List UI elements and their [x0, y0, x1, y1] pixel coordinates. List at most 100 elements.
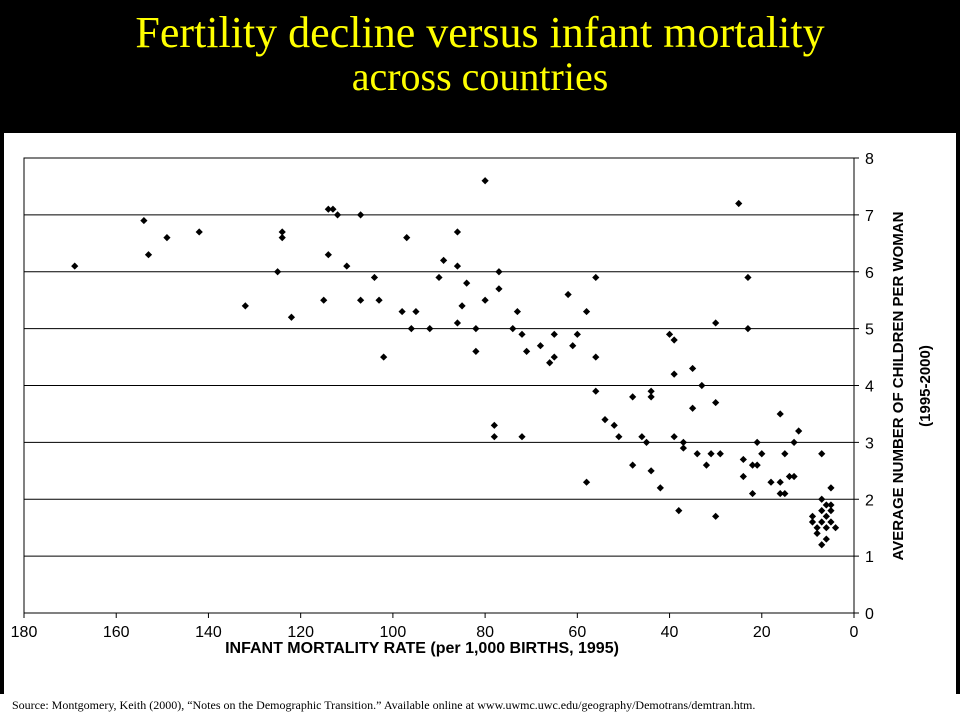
- data-point: [380, 353, 388, 361]
- data-point: [582, 307, 591, 316]
- data-point: [453, 228, 462, 236]
- data-point: [822, 524, 830, 532]
- x-tick-label: 80: [476, 624, 494, 641]
- data-point: [818, 518, 826, 526]
- data-point: [601, 416, 609, 424]
- data-point: [818, 450, 826, 458]
- y-tick-label: 3: [865, 435, 874, 452]
- data-point: [274, 268, 282, 276]
- data-point: [592, 273, 600, 282]
- source-citation: Source: Montgomery, Keith (2000), “Notes…: [12, 698, 756, 712]
- data-point: [370, 273, 379, 282]
- data-point: [495, 285, 503, 293]
- data-point: [140, 216, 148, 225]
- x-tick-label: 60: [568, 624, 586, 641]
- data-point: [440, 256, 448, 264]
- data-point: [813, 529, 821, 537]
- data-point: [278, 228, 286, 236]
- data-point: [707, 450, 715, 458]
- data-point: [693, 450, 701, 458]
- data-point: [513, 307, 521, 316]
- y-tick-label: 2: [865, 492, 874, 509]
- data-point: [748, 461, 757, 469]
- data-point: [781, 450, 789, 458]
- data-point: [144, 251, 153, 259]
- data-point: [324, 251, 332, 259]
- data-point: [407, 325, 415, 333]
- gridlines: [23, 157, 859, 618]
- data-point: [546, 359, 554, 367]
- data-point: [822, 512, 830, 520]
- data-point: [827, 507, 835, 515]
- data-point: [403, 234, 411, 242]
- data-point: [712, 319, 720, 327]
- data-point: [776, 410, 784, 418]
- data-point: [329, 205, 337, 213]
- data-point: [195, 228, 203, 236]
- data-point: [481, 177, 489, 185]
- data-point: [818, 495, 826, 503]
- data-point: [827, 501, 835, 509]
- data-point: [698, 381, 706, 390]
- data-point: [813, 524, 821, 532]
- data-point: [320, 296, 328, 304]
- data-point: [744, 273, 752, 282]
- data-point: [573, 330, 581, 338]
- data-point: [790, 438, 798, 446]
- data-point: [241, 302, 249, 310]
- y-tick-label: 7: [865, 208, 874, 225]
- y-tick-label: 8: [865, 151, 874, 168]
- data-point: [324, 205, 332, 213]
- source-bar: Source: Montgomery, Keith (2000), “Notes…: [0, 694, 960, 720]
- data-point: [818, 507, 826, 515]
- scatter-chart: 0 1 2 3 4 5 6 7 8 180 160 140 120 100 80 60 40 20 0 INFAN…: [11, 151, 934, 657]
- data-point: [702, 461, 711, 469]
- data-point: [71, 262, 79, 270]
- data-point: [582, 478, 591, 486]
- y-axis-label: AVERAGE NUMBER OF CHILDREN PER WOMAN: [890, 212, 907, 561]
- x-tick-label: 40: [661, 624, 679, 641]
- data-point: [670, 433, 678, 441]
- y-tick-labels: 0 1 2 3 4 5 6 7 8: [865, 151, 874, 623]
- data-point: [629, 461, 637, 469]
- y-tick-label: 4: [865, 379, 874, 396]
- y-tick-label: 0: [865, 606, 874, 623]
- data-points: [71, 177, 840, 549]
- data-point: [712, 398, 720, 407]
- data-point: [735, 199, 743, 208]
- data-point: [679, 438, 687, 446]
- data-point: [495, 268, 503, 276]
- x-tick-label: 20: [753, 624, 771, 641]
- data-point: [716, 450, 724, 458]
- data-point: [822, 535, 830, 543]
- x-tick-label: 160: [103, 624, 130, 641]
- data-point: [753, 461, 761, 469]
- data-point: [278, 234, 286, 242]
- data-point: [827, 484, 835, 492]
- data-point: [822, 501, 830, 509]
- data-point: [490, 421, 498, 429]
- data-point: [472, 347, 480, 355]
- data-point: [679, 444, 687, 452]
- data-point: [536, 342, 545, 350]
- data-point: [675, 507, 683, 515]
- data-point: [638, 433, 646, 441]
- data-point: [758, 450, 766, 458]
- data-point: [808, 512, 817, 520]
- data-point: [592, 387, 600, 395]
- y-axis-sublabel: (1995-2000): [917, 345, 934, 427]
- data-point: [453, 319, 462, 327]
- data-point: [776, 489, 784, 498]
- data-point: [163, 234, 171, 242]
- data-point: [569, 342, 577, 350]
- data-point: [518, 433, 526, 441]
- data-point: [767, 478, 775, 486]
- x-axis-label: INFANT MORTALITY RATE (per 1,000 BIRTHS,…: [225, 640, 619, 657]
- data-point: [808, 518, 817, 526]
- data-point: [458, 302, 466, 310]
- data-point: [739, 455, 747, 464]
- data-point: [518, 330, 526, 338]
- data-point: [564, 290, 572, 299]
- data-point: [463, 279, 471, 287]
- y-tick-label: 6: [865, 265, 874, 282]
